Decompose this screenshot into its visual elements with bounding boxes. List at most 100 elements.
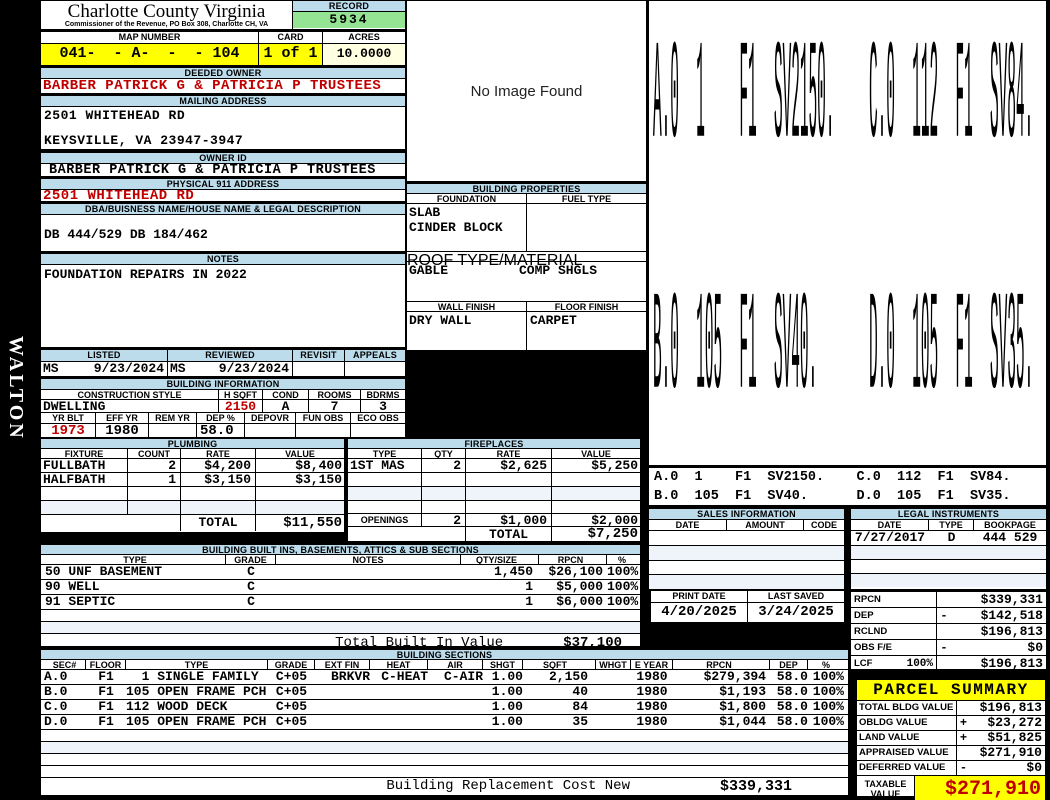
built-ins-col-grade: GRADE [226,555,276,564]
yrblt-value: 1973 [41,424,96,438]
built-ins-col-comp: % COMP [617,555,626,564]
table-cell: 1.00 [491,715,523,729]
bvs-value: $196,813 [980,624,1043,639]
physical-address-value: 2501 WHITEHEAD RD [43,188,195,204]
parcel-value: $271,910 [979,745,1042,760]
parcel-row: APPRAISED VALUE $271,910 [857,746,1045,761]
bvs-label: DEP [854,610,874,621]
table-cell: C [247,580,255,594]
construction-style-label: CONSTRUCTION STYLE [41,390,219,399]
table-cell: D.0 [44,715,68,729]
bdrms-value: 3 [379,400,387,412]
last-saved-value: 3/24/2025 [758,604,834,620]
bvs-row: RCLND $196,813 [851,624,1046,640]
table-cell: 35 [572,715,588,729]
bvs-value: $339,331 [980,592,1043,607]
bs-col: SEC# [41,660,86,669]
plumbing-row: FULLBATH 2 $4,200 $8,400 [41,459,344,473]
table-cell: BRKVR [330,670,370,684]
table-cell: B.0 [44,685,68,699]
bs-col: GRADE [268,660,315,669]
table-cell: 100% [812,715,844,729]
deeded-owner-label: DEEDED OWNER [41,68,405,79]
revisit-value [293,362,345,376]
last-saved-label: LAST SAVED [767,591,825,601]
sales-row-empty [649,546,844,561]
fireplaces-total-label: TOTAL [466,527,552,542]
bvs-label: RPCN [854,594,881,605]
fireplaces-row-empty [348,473,640,487]
table-cell: $8,400 [295,459,342,472]
table-cell: 1 [525,580,533,594]
mailing-line1: 2501 WHITEHEAD RD [44,108,186,123]
table-cell: FULLBATH [41,459,128,472]
bvs-header: BUILDING VALUE SUMMARY [851,591,1046,592]
appeals-label: APPEALS [345,350,405,361]
table-cell: 2 [422,514,466,526]
reviewed-label: REVIEWED [168,350,293,361]
depovr-value [245,424,296,438]
bvs-op: - [940,608,948,623]
visits-block: LISTED REVIEWED REVISIT APPEALS MS 9/23/… [40,349,406,377]
building-value-summary: BUILDING VALUE SUMMARY RPCN $339,331 DEP… [850,590,1047,671]
record-box: RECORD 5934 [293,1,405,29]
dba-value: DB 444/529 DB 184/462 [44,227,208,242]
sales-col-date: DATE [649,520,727,530]
table-cell: 100% [607,595,639,609]
table-cell: C+05 [275,685,308,699]
county-title-box: Charlotte County Virginia Commissioner o… [41,1,293,29]
built-ins-row: 90 WELL C 1 $5,000 100% [41,580,640,595]
table-cell: $1,000 [466,514,552,526]
roof-label: ROOF TYPE/MATERIAL [407,252,646,269]
table-cell: D [947,531,956,545]
yrblt-label: YR BLT [41,413,96,423]
funobs-label: FUN OBS [296,413,351,423]
table-cell [596,670,631,684]
table-cell: C [247,595,255,609]
table-cell: $1,193 [719,685,766,699]
table-cell: 2 [128,459,181,472]
rooms-label: ROOMS [309,390,361,399]
parcel-value: $0 [1026,760,1042,775]
table-cell: F1 [98,685,114,699]
openings-label: OPENINGS [348,514,422,526]
table-cell: 7/27/2017 [854,531,926,545]
map-number-value: 041- - A- - - 104 [41,44,259,65]
bvs-value: $196,813 [980,656,1043,671]
table-cell: $1,800 [719,700,766,714]
built-ins-table: BUILDING BUILT INS, BASEMENTS, ATTICS & … [40,544,641,651]
bvs-value: $0 [1027,640,1043,655]
owner-id-label: OWNER ID [41,153,405,164]
fireplaces-row-empty [348,487,640,501]
plumbing-row: HALFBATH 1 $3,150 $3,150 [41,473,344,487]
table-cell: 58.0 [776,715,808,729]
sales-header: SALES INFORMATION [649,509,844,520]
table-cell: HALFBATH [41,473,128,486]
cond-value: A [263,400,309,412]
fuel-type-label: FUEL TYPE [561,194,612,203]
built-ins-row: 91 SEPTIC C 1 $6,000 100% [41,595,640,610]
table-cell: $1,044 [719,715,766,729]
parcel-label: APPRAISED VALUE [857,746,957,760]
sketch-legend-line-2: B.0 105 F1 SV40. D.0 105 F1 SV35. [654,489,1011,504]
bs-col: AIR [428,660,483,669]
building-section-row: A.0 F1 1 SINGLE FAMILY C+05 BRKVR C-HEAT… [41,670,848,685]
record-value: 5934 [293,12,405,28]
bvs-label: OBS F/E [854,642,893,653]
foundation-label: FOUNDATION [407,194,527,203]
sales-row-empty [649,575,844,589]
table-cell: $279,394 [703,670,766,684]
table-cell: 100% [812,700,844,714]
watermark-walton: WALTON [5,336,27,441]
built-ins-col-qty: QTY/SIZE [461,555,539,564]
table-cell: 1 [525,595,533,609]
table-cell: $2,000 [591,514,638,526]
fuel-type-value [527,204,646,251]
legal-row: 7/27/2017 D 444 529 [851,531,1046,546]
table-cell: 444 529 [982,531,1038,545]
legal-row-empty [851,546,1046,560]
table-cell: $5,000 [556,580,603,594]
built-ins-total-label: Total Built In Value [335,634,504,651]
sales-information-table: SALES INFORMATION DATE AMOUNT CODE [648,508,845,590]
parcel-value: $51,825 [987,730,1042,745]
